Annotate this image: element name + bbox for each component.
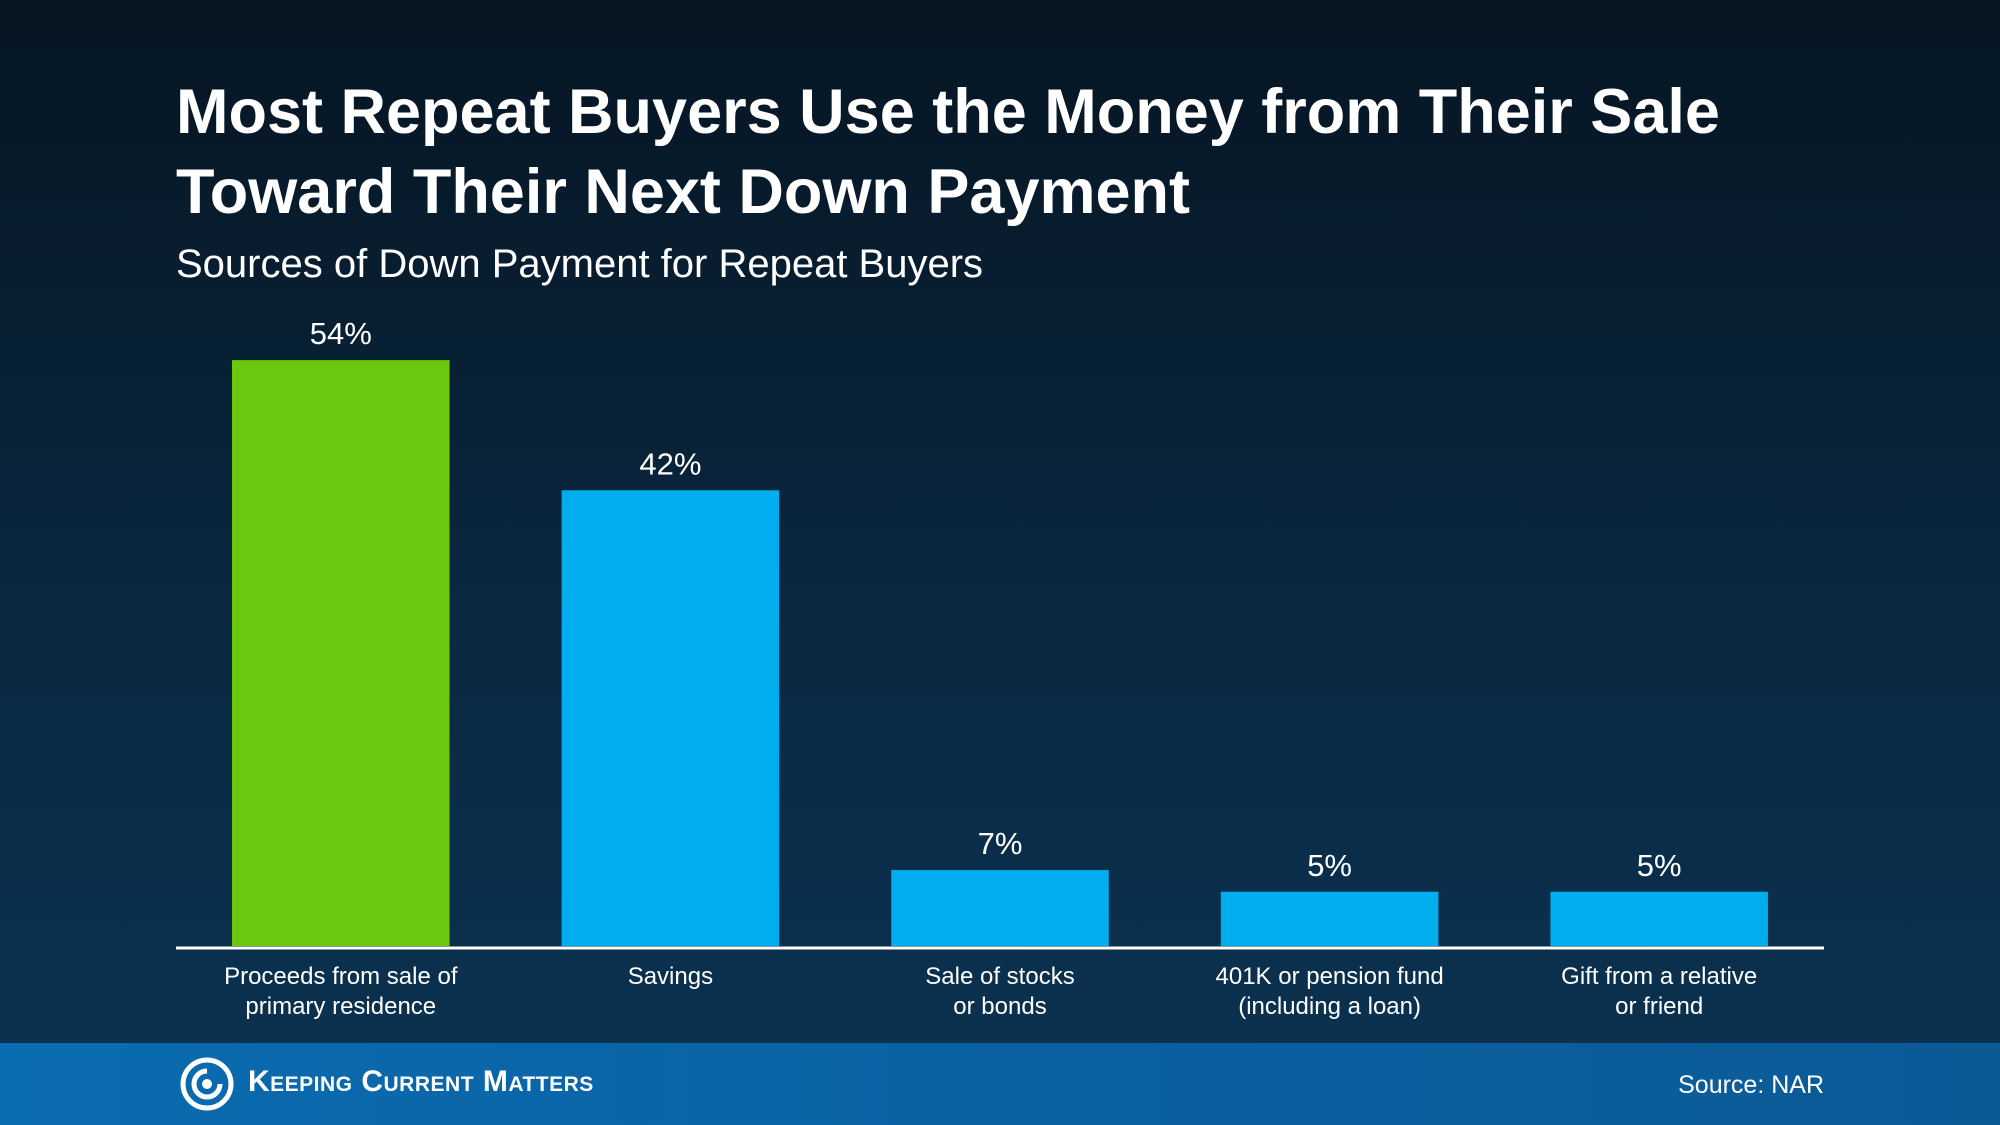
chart-title: Most Repeat Buyers Use the Money from Th… bbox=[176, 77, 1720, 227]
bar bbox=[1220, 891, 1439, 946]
value-label: 7% bbox=[978, 826, 1023, 861]
x-tick-label: 401K or pension fund (including a loan) bbox=[1215, 963, 1444, 1020]
x-tick-label: Savings bbox=[627, 963, 714, 990]
bar bbox=[561, 490, 780, 946]
logo-icon bbox=[180, 1057, 234, 1111]
value-label: 5% bbox=[1307, 848, 1352, 883]
x-tick-label: Sale of stocks or bonds bbox=[925, 963, 1075, 1020]
value-label: 54% bbox=[310, 316, 372, 351]
x-tick-label: Proceeds from sale of primary residence bbox=[224, 963, 458, 1020]
logo-text: Keeping Current Matters bbox=[248, 1065, 594, 1098]
bar bbox=[1550, 891, 1768, 946]
chart-subtitle: Sources of Down Payment for Repeat Buyer… bbox=[176, 242, 984, 286]
source: Source: NAR bbox=[1678, 1071, 1824, 1099]
bar bbox=[232, 360, 450, 947]
bar bbox=[891, 870, 1109, 946]
x-tick-label: Gift from a relative or friend bbox=[1561, 963, 1758, 1020]
value-label: 42% bbox=[639, 446, 701, 481]
value-label: 5% bbox=[1637, 848, 1682, 883]
footer: Keeping Current Matters Source: NAR bbox=[0, 1043, 2000, 1125]
